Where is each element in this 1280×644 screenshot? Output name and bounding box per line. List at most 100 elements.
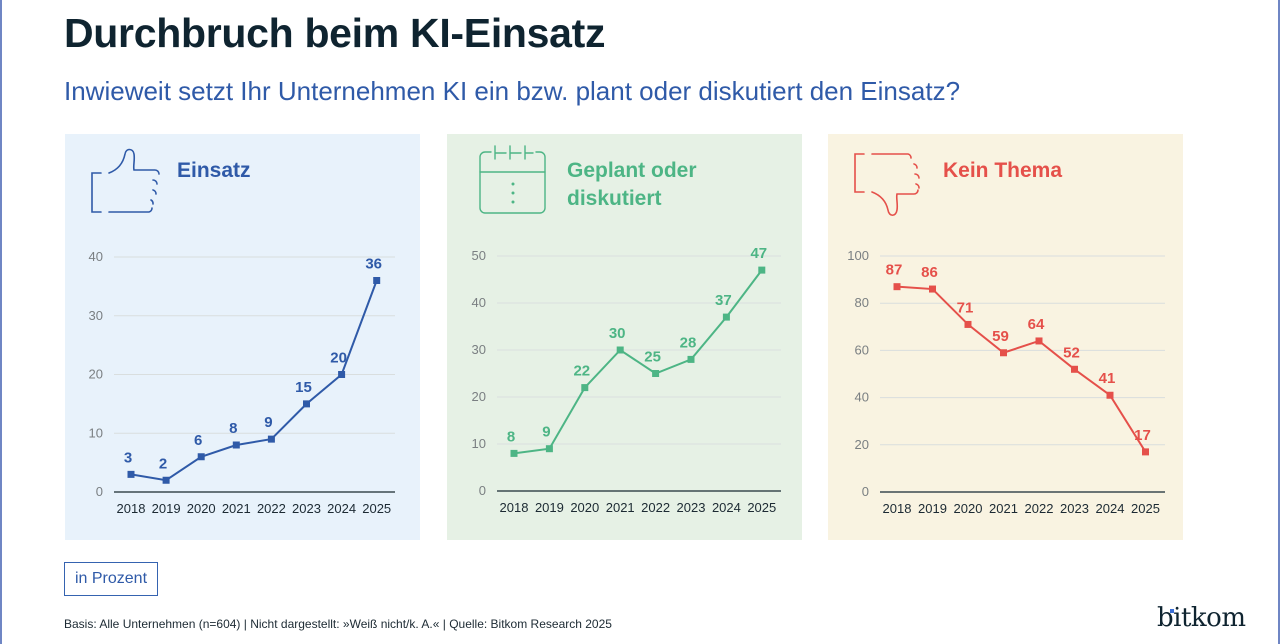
data-point — [1142, 448, 1149, 456]
x-tick-label: 2020 — [187, 501, 216, 516]
x-tick-label: 2019 — [918, 501, 947, 516]
data-label: 37 — [715, 292, 732, 309]
panel-title: Kein Thema — [943, 159, 1063, 182]
thumbs-down-icon — [854, 153, 920, 217]
data-label: 28 — [680, 334, 697, 351]
data-label: 59 — [992, 328, 1009, 345]
data-point — [964, 320, 972, 328]
panel-geplant: Geplant oder diskutiert 0 10 20 30 40 50 2018 2… — [447, 134, 802, 540]
panel-einsatz: Einsatz 0 10 20 30 40 2018 2019 2020 2021 2022 202… — [65, 134, 420, 540]
data-label: 22 — [573, 363, 590, 380]
x-tick-label: 2018 — [883, 501, 912, 516]
data-label: 6 — [194, 432, 202, 449]
data-label: 15 — [295, 379, 312, 396]
data-label: 86 — [921, 264, 938, 281]
data-label: 52 — [1063, 344, 1080, 361]
footnote: Basis: Alle Unternehmen (n=604) | Nicht … — [64, 617, 612, 631]
data-point — [687, 355, 695, 363]
panel-kein-thema: Kein Thema 0 20 40 60 80 100 2018 2019 2020 2021 2… — [828, 134, 1183, 540]
x-tick-label: 2023 — [292, 501, 321, 516]
thumbs-up-icon — [91, 148, 160, 213]
data-point — [1071, 365, 1078, 373]
left-border — [0, 0, 2, 644]
x-tick-label: 2022 — [257, 501, 286, 516]
right-border — [1278, 0, 1280, 644]
bitkom-logo: bitkom — [1157, 603, 1246, 633]
data-label: 17 — [1134, 427, 1151, 444]
data-point — [267, 435, 275, 443]
x-tick-label: 2021 — [222, 501, 251, 516]
y-tick-label: 40 — [89, 249, 103, 264]
data-point — [162, 476, 170, 484]
data-label: 36 — [365, 256, 382, 273]
y-tick-label: 60 — [855, 342, 869, 357]
y-tick-label: 0 — [96, 484, 103, 499]
x-tick-label: 2018 — [117, 501, 146, 516]
data-point — [1106, 391, 1114, 399]
data-point — [232, 441, 240, 449]
data-label: 20 — [330, 350, 347, 367]
x-tick-label: 2023 — [1060, 501, 1089, 516]
data-label: 8 — [229, 420, 237, 437]
y-tick-label: 0 — [479, 483, 486, 498]
x-tick-label: 2024 — [327, 501, 356, 516]
y-tick-label: 30 — [472, 342, 486, 357]
chart-geplant: 0 10 20 30 40 50 2018 2019 2020 2021 2022 2023 2024 2… — [472, 245, 781, 515]
y-tick-label: 50 — [472, 248, 486, 263]
unit-label: in Prozent — [64, 562, 158, 596]
y-tick-label: 20 — [472, 389, 486, 404]
series-line — [130, 280, 378, 482]
data-point — [616, 346, 624, 354]
data-label: 25 — [644, 349, 661, 366]
y-tick-label: 20 — [855, 437, 869, 452]
y-tick-label: 0 — [862, 484, 869, 499]
x-tick-label: 2024 — [1096, 501, 1125, 516]
y-tick-label: 80 — [855, 295, 869, 310]
y-tick-label: 40 — [472, 295, 486, 310]
data-label: 8 — [507, 428, 515, 445]
data-point — [373, 277, 381, 284]
calendar-icon — [479, 145, 546, 214]
x-tick-label: 2021 — [606, 500, 635, 515]
panel-title: Geplant oder diskutiert — [567, 159, 697, 210]
y-tick-label: 30 — [89, 308, 103, 323]
y-tick-label: 40 — [855, 390, 869, 405]
series-line — [896, 285, 1147, 453]
x-tick-label: 2025 — [747, 500, 776, 515]
x-tick-label: 2023 — [677, 500, 706, 515]
x-tick-label: 2020 — [570, 500, 599, 515]
data-point — [1000, 349, 1007, 357]
x-tick-label: 2019 — [535, 500, 564, 515]
data-point — [758, 266, 766, 274]
data-label: 3 — [124, 449, 132, 466]
x-tick-label: 2022 — [1025, 501, 1054, 516]
data-label: 9 — [542, 424, 550, 441]
data-label: 71 — [957, 299, 974, 316]
series-line — [513, 269, 763, 455]
data-point — [722, 313, 730, 321]
data-point — [581, 384, 589, 392]
data-point — [338, 371, 346, 378]
x-tick-label: 2021 — [989, 501, 1018, 516]
data-point — [893, 283, 901, 291]
data-point — [197, 453, 205, 461]
data-point — [929, 285, 936, 293]
x-tick-label: 2025 — [1131, 501, 1160, 516]
data-label: 2 — [159, 455, 167, 472]
y-tick-label: 10 — [89, 425, 103, 440]
page-title: Durchbruch beim KI-Einsatz — [64, 10, 606, 56]
data-label: 64 — [1028, 316, 1045, 333]
y-tick-label: 20 — [89, 367, 103, 382]
panel-title: Einsatz — [177, 159, 251, 182]
x-tick-label: 2022 — [641, 500, 670, 515]
y-tick-label: 10 — [472, 436, 486, 451]
x-tick-label: 2020 — [954, 501, 983, 516]
x-tick-label: 2024 — [712, 500, 741, 515]
data-point — [127, 470, 135, 478]
data-label: 47 — [750, 245, 767, 262]
x-tick-label: 2019 — [152, 501, 181, 516]
data-label: 9 — [264, 414, 272, 431]
data-point — [545, 445, 553, 453]
x-tick-label: 2018 — [500, 500, 529, 515]
